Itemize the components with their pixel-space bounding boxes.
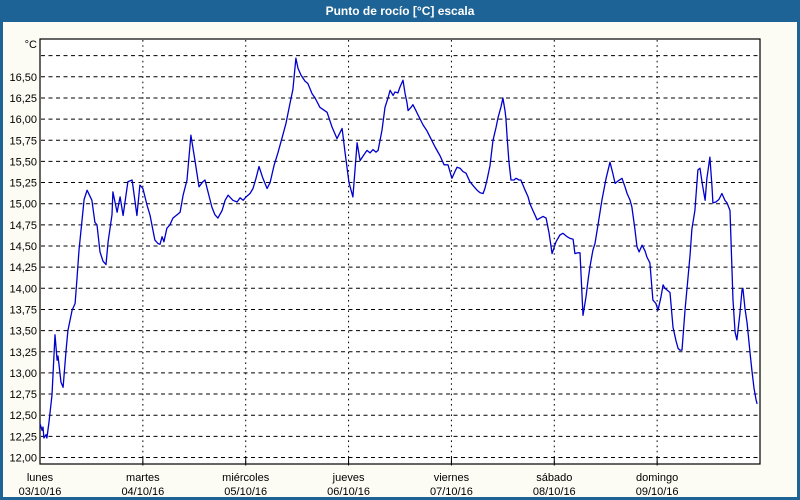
y-tick-label: 16,50 bbox=[9, 72, 37, 84]
x-day-name-label: lunes bbox=[27, 472, 54, 484]
chart-title: Punto de rocío [°C] escala bbox=[325, 4, 475, 18]
dewpoint-series-line bbox=[39, 57, 758, 439]
x-day-date-label: 09/10/16 bbox=[636, 486, 679, 497]
x-day-name-label: sábado bbox=[536, 472, 572, 484]
x-day-date-label: 03/10/16 bbox=[19, 486, 62, 497]
x-day-name-label: martes bbox=[126, 472, 160, 484]
y-tick-label: 16,00 bbox=[9, 114, 37, 126]
x-day-name-label: jueves bbox=[332, 472, 365, 484]
x-day-date-label: 04/10/16 bbox=[121, 486, 164, 497]
x-day-date-label: 05/10/16 bbox=[224, 486, 267, 497]
x-day-name-label: domingo bbox=[636, 472, 678, 484]
y-tick-label: 16,25 bbox=[9, 93, 37, 105]
y-tick-label: 15,75 bbox=[9, 135, 37, 147]
y-tick-label: 14,75 bbox=[9, 220, 37, 232]
y-tick-label: 13,50 bbox=[9, 326, 37, 338]
dewpoint-line-chart: 12,00 12,25 12,50 12,75 13,00 13,25 13,50 13,75… bbox=[9, 38, 761, 497]
y-tick-label: 15,25 bbox=[9, 178, 37, 190]
y-axis-unit-label: °C bbox=[25, 39, 37, 51]
y-tick-label: 12,25 bbox=[9, 431, 37, 443]
x-day-name-label: miércoles bbox=[222, 472, 270, 484]
chart-area: 12,00 12,25 12,50 12,75 13,00 13,25 13,50 13,75… bbox=[3, 22, 797, 497]
y-tick-label: 13,00 bbox=[9, 368, 37, 380]
y-tick-label: 12,50 bbox=[9, 410, 37, 422]
y-tick-label: 13,75 bbox=[9, 304, 37, 316]
y-tick-label: 15,00 bbox=[9, 199, 37, 211]
x-day-date-label: 08/10/16 bbox=[533, 486, 576, 497]
y-tick-label: 14,00 bbox=[9, 283, 37, 295]
y-tick-label: 13,25 bbox=[9, 347, 37, 359]
x-day-date-label: 06/10/16 bbox=[327, 486, 370, 497]
title-bar: Punto de rocío [°C] escala bbox=[0, 0, 800, 22]
y-tick-label: 12,00 bbox=[9, 453, 37, 465]
y-tick-label: 12,75 bbox=[9, 389, 37, 401]
x-day-date-label: 07/10/16 bbox=[430, 486, 473, 497]
x-day-name-label: viernes bbox=[434, 472, 470, 484]
y-tick-label: 14,25 bbox=[9, 262, 37, 274]
y-tick-label: 15,50 bbox=[9, 156, 37, 168]
y-tick-label: 14,50 bbox=[9, 241, 37, 253]
